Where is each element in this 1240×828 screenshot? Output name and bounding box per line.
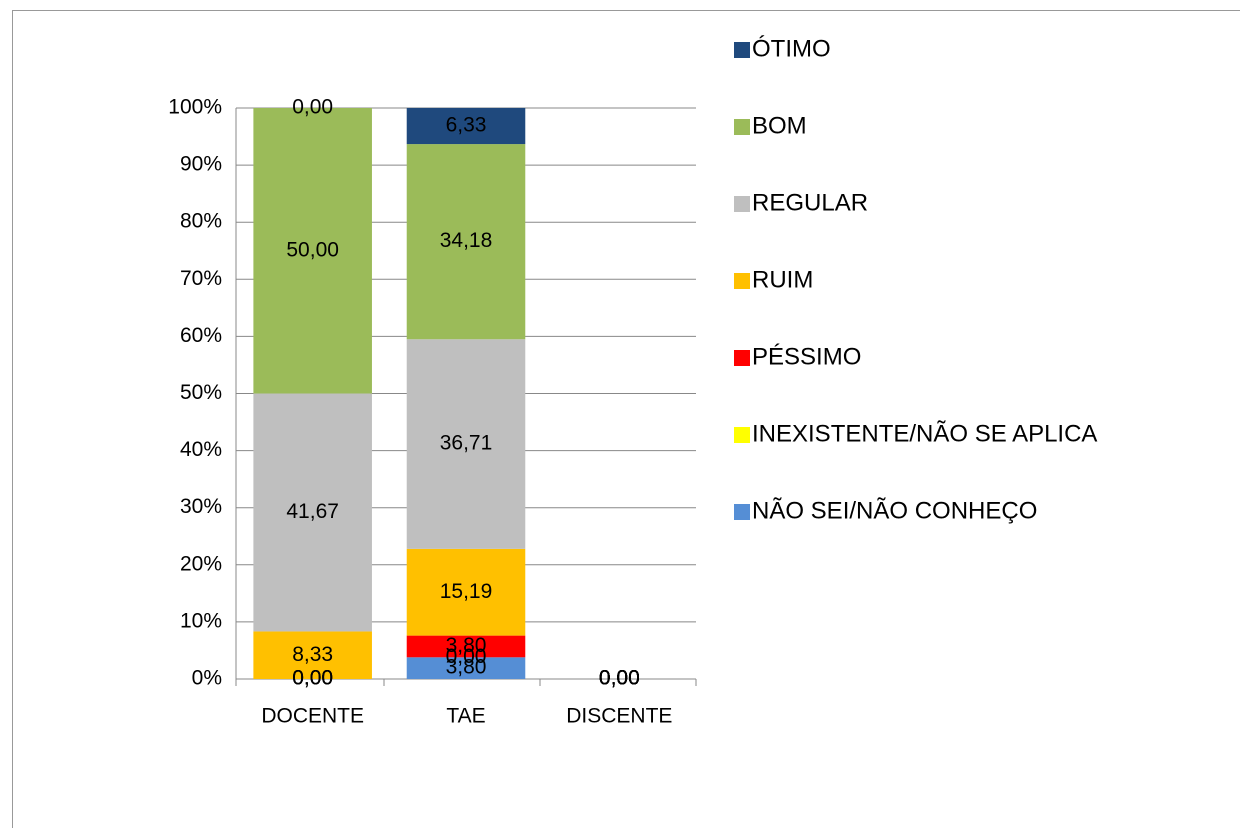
- data-label: 0,00: [599, 667, 640, 690]
- y-tick-label: 0%: [192, 667, 222, 690]
- legend-label: BOM: [752, 112, 807, 139]
- bar-segment: [253, 108, 372, 394]
- y-tick-label: 50%: [180, 381, 222, 404]
- y-tick-label: 100%: [168, 96, 222, 119]
- data-label: 0,00: [599, 667, 640, 690]
- legend-swatch: [734, 504, 750, 520]
- data-label: 36,71: [440, 432, 493, 455]
- x-tick-label: DISCENTE: [566, 705, 672, 728]
- data-label: 3,80: [446, 634, 487, 657]
- y-tick-label: 70%: [180, 267, 222, 290]
- chart-frame: [12, 10, 1240, 828]
- legend-swatch: [734, 119, 750, 135]
- legend-label: RUIM: [752, 266, 813, 293]
- y-tick-label: 80%: [180, 210, 222, 233]
- bar-segment: [406, 107, 526, 145]
- legend-label: REGULAR: [752, 189, 868, 216]
- data-label: 0,00: [599, 667, 640, 690]
- data-label: 50,00: [286, 238, 339, 261]
- data-label: 0,00: [599, 667, 640, 690]
- data-label: 6,33: [446, 114, 487, 137]
- data-label: 41,67: [286, 500, 339, 523]
- data-label: 8,33: [292, 643, 333, 666]
- y-tick-label: 60%: [180, 324, 222, 347]
- data-label: 0,00: [292, 667, 333, 690]
- legend-swatch: [734, 273, 750, 289]
- bar-segment: [406, 339, 526, 549]
- legend-label: NÃO SEI/NÃO CONHEÇO: [752, 497, 1037, 524]
- y-tick-label: 40%: [180, 438, 222, 461]
- legend-swatch: [734, 350, 750, 366]
- legend-swatch: [734, 427, 750, 443]
- y-tick-label: 30%: [180, 495, 222, 518]
- data-label: 0,00: [292, 667, 333, 690]
- data-label: 0,00: [599, 667, 640, 690]
- data-label: 0,00: [446, 645, 487, 668]
- y-tick-label: 90%: [180, 153, 222, 176]
- y-tick-label: 20%: [180, 552, 222, 575]
- data-label: 34,18: [440, 229, 493, 252]
- bar-segment: [253, 393, 372, 632]
- bar-segment: [406, 635, 526, 658]
- data-label: 15,19: [440, 580, 493, 603]
- bar-segment: [253, 631, 372, 679]
- data-label: 0,00: [292, 667, 333, 690]
- legend-label: ÓTIMO: [752, 35, 831, 62]
- bar-segment: [406, 548, 526, 636]
- data-label: 0,00: [599, 667, 640, 690]
- legend-label: INEXISTENTE/NÃO SE APLICA: [752, 420, 1097, 447]
- legend-label: PÉSSIMO: [752, 343, 861, 370]
- data-label: 0,00: [599, 667, 640, 690]
- data-label: 0,00: [292, 96, 333, 119]
- y-tick-label: 10%: [180, 609, 222, 632]
- bar-segment: [406, 657, 526, 679]
- data-label: 3,80: [446, 656, 487, 679]
- x-tick-label: DOCENTE: [261, 705, 364, 728]
- bar-segment: [406, 144, 526, 340]
- legend-swatch: [734, 42, 750, 58]
- x-tick-label: TAE: [446, 705, 485, 728]
- legend-swatch: [734, 196, 750, 212]
